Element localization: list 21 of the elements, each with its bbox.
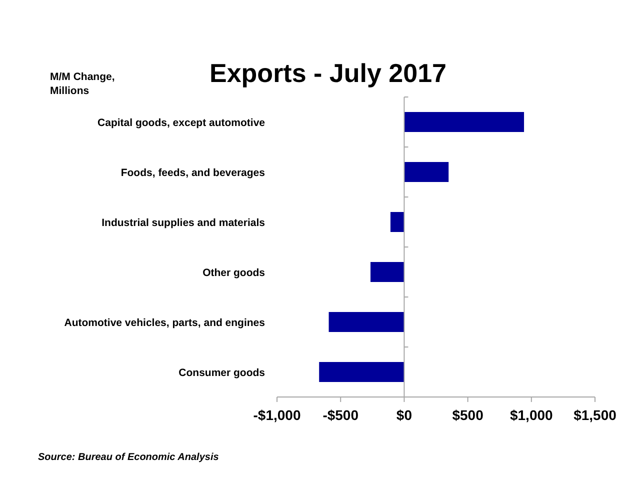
x-tick-label: -$1,000	[253, 407, 301, 423]
x-tick-label: $0	[396, 407, 412, 423]
bar	[319, 362, 404, 382]
y-axis-title: M/M Change, Millions	[50, 71, 115, 97]
y-tick-label: Industrial supplies and materials	[102, 217, 266, 229]
x-tick-label: $1,500	[574, 407, 617, 423]
bar	[328, 312, 404, 332]
x-tick-label: $1,000	[510, 407, 554, 423]
bar	[404, 112, 524, 132]
x-tick-label: $500	[452, 407, 484, 423]
chart-title: Exports - July 2017	[210, 58, 446, 88]
y-tick-label: Automotive vehicles, parts, and engines	[64, 317, 266, 329]
bar	[370, 262, 404, 282]
bar	[390, 212, 404, 232]
y-tick-label: Other goods	[202, 267, 266, 279]
y-tick-label: Foods, feeds, and beverages	[120, 167, 266, 179]
y-tick-label: Capital goods, except automotive	[98, 117, 266, 129]
source-note: Source: Bureau of Economic Analysis	[38, 452, 220, 463]
y-tick-label: Consumer goods	[178, 367, 266, 379]
bar	[404, 162, 449, 182]
x-tick-label: -$500	[322, 407, 359, 423]
